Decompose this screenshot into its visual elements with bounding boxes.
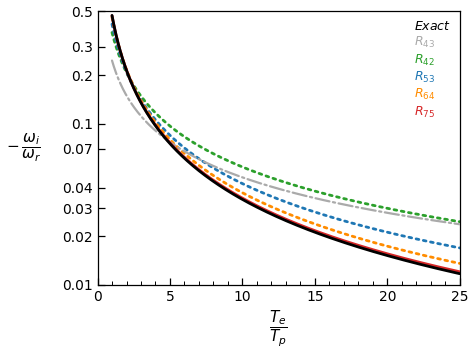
Y-axis label: $-\,\dfrac{\omega_i}{\omega_r}$: $-\,\dfrac{\omega_i}{\omega_r}$ bbox=[6, 132, 40, 164]
Legend: $\mathit{Exact}$, $R_{43}$, $R_{42}$, $R_{53}$, $R_{64}$, $R_{75}$: $\mathit{Exact}$, $R_{43}$, $R_{42}$, $R… bbox=[411, 17, 454, 122]
X-axis label: $\dfrac{T_e}{T_p}$: $\dfrac{T_e}{T_p}$ bbox=[269, 309, 288, 349]
